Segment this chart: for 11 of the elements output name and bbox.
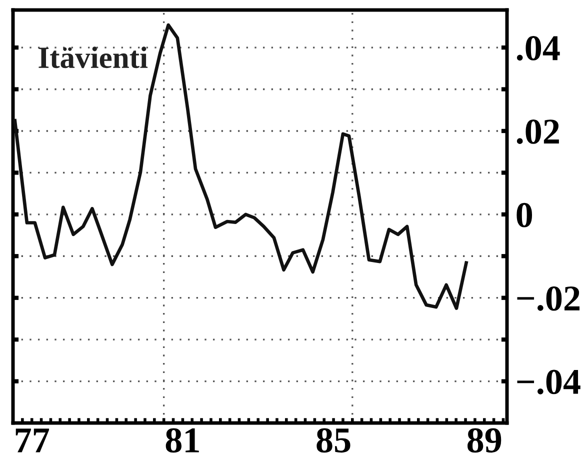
y-tick-label: −.04 <box>517 370 580 394</box>
x-tick-label: 77 <box>16 428 50 452</box>
x-tick-label: 81 <box>166 428 199 453</box>
y-tick-label: −.02 <box>517 286 580 311</box>
x-tick-label: 89 <box>468 428 502 453</box>
y-tick-label: .04 <box>516 36 560 61</box>
line-series <box>13 23 468 310</box>
y-tick-label: 0 <box>516 202 532 228</box>
text: Itävienti <box>38 46 148 68</box>
x-tick-label: 85 <box>316 428 350 453</box>
y-tick-label: .02 <box>516 119 559 144</box>
